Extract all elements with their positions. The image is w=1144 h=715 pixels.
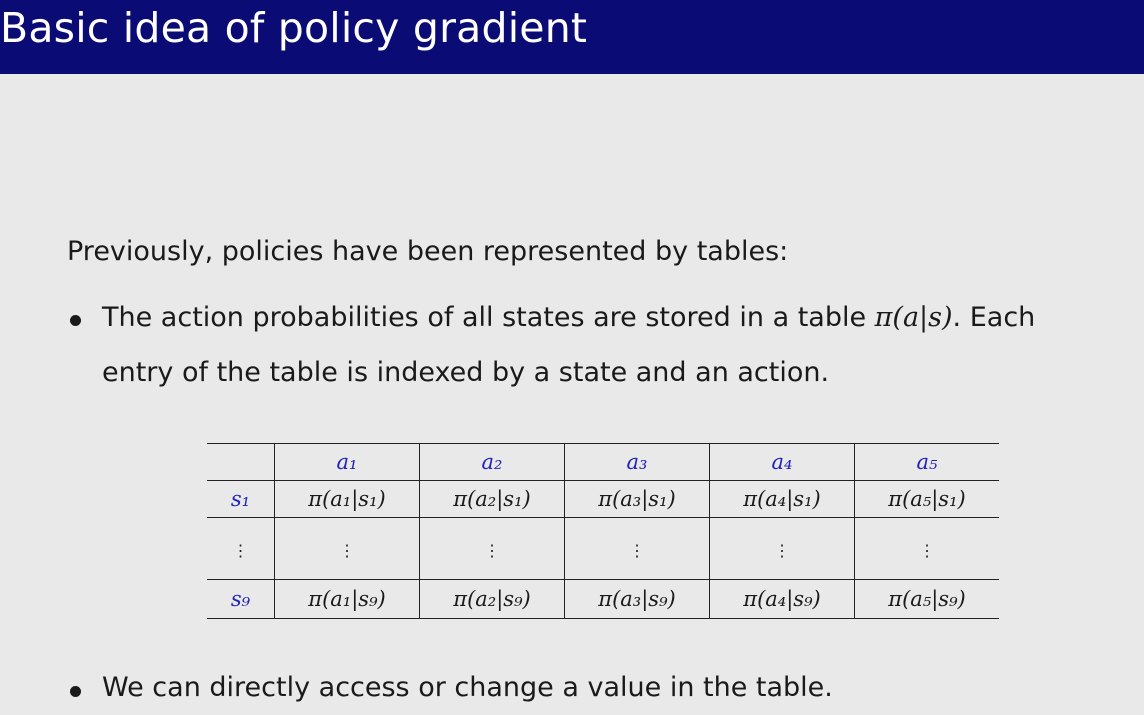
table-cell: ⋮ <box>419 517 565 580</box>
policy-table: a₁ a₂ a₃ a₄ a₅ s₁ π(a₁|s₁) π(a₂|s₁) π(a₃… <box>207 443 999 619</box>
table-state-label: s₉ <box>230 587 251 611</box>
table-cell: π(a₂|s₉) <box>419 579 565 619</box>
bullet-dot <box>70 686 81 697</box>
vertical-ellipsis: ⋮ <box>339 540 355 560</box>
table-cell: π(a₂|s₁) <box>419 480 565 518</box>
table-cell: ⋮ <box>854 517 999 580</box>
vertical-ellipsis: ⋮ <box>232 540 249 560</box>
table-cell: ⋮ <box>709 517 855 580</box>
table-cell: π(a₁|s₉) <box>274 579 420 619</box>
bullet-1-line-2: entry of the table is indexed by a state… <box>102 357 830 388</box>
vertical-ellipsis: ⋮ <box>774 540 790 560</box>
table-state-label: ⋮ <box>207 518 275 580</box>
table-header-a3: a₃ <box>564 443 710 481</box>
bullet-1-text-pre: The action probabilities of all states a… <box>102 302 875 333</box>
table-corner-cell <box>207 444 275 481</box>
table-row-ellipsis: ⋮ ⋮ ⋮ ⋮ ⋮ ⋮ <box>207 517 999 580</box>
table-cell: ⋮ <box>564 517 710 580</box>
slide-title-bar: Basic idea of policy gradient <box>0 0 1144 74</box>
vertical-ellipsis: ⋮ <box>629 540 645 560</box>
table-cell: π(a₅|s₉) <box>854 579 999 619</box>
vertical-ellipsis: ⋮ <box>919 540 935 560</box>
table-row: s₉ π(a₁|s₉) π(a₂|s₉) π(a₃|s₉) π(a₄|s₉) π… <box>207 579 999 619</box>
bullet-2-text: We can directly access or change a value… <box>102 672 833 703</box>
bullet-1-line-1: The action probabilities of all states a… <box>102 302 1035 333</box>
table-header-a2: a₂ <box>419 443 565 481</box>
bullet-1-math: π(a|s) <box>874 302 953 333</box>
table-cell: ⋮ <box>274 517 420 580</box>
table-cell: π(a₅|s₁) <box>854 480 999 518</box>
table-header-a5: a₅ <box>854 443 999 481</box>
bullet-1-text-post: . Each <box>952 302 1036 333</box>
table-cell: π(a₄|s₉) <box>709 579 855 619</box>
table-header-a4: a₄ <box>709 443 855 481</box>
table-cell: π(a₄|s₁) <box>709 480 855 518</box>
table-state-label: s₁ <box>230 487 251 511</box>
table-header-a1: a₁ <box>274 443 420 481</box>
table-row: s₁ π(a₁|s₁) π(a₂|s₁) π(a₃|s₁) π(a₄|s₁) π… <box>207 480 999 518</box>
slide-title: Basic idea of policy gradient <box>0 4 588 52</box>
table-cell: π(a₁|s₁) <box>274 480 420 518</box>
bullet-dot <box>70 315 81 326</box>
intro-text: Previously, policies have been represent… <box>67 236 789 267</box>
table-cell: π(a₃|s₉) <box>564 579 710 619</box>
table-cell: π(a₃|s₁) <box>564 480 710 518</box>
vertical-ellipsis: ⋮ <box>484 540 500 560</box>
